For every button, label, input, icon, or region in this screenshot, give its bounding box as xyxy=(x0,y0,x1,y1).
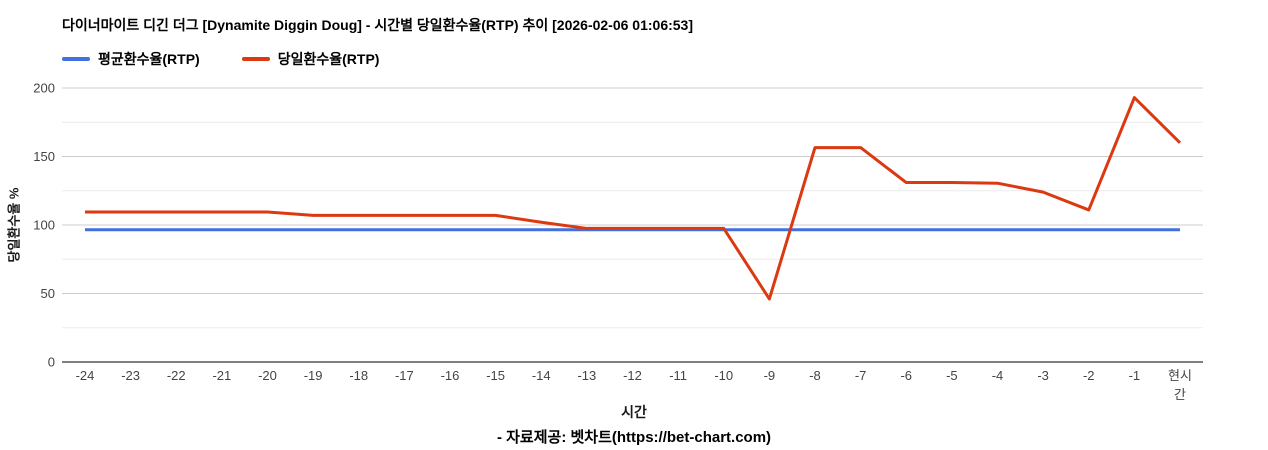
x-tick-label: -24 xyxy=(76,368,95,383)
y-tick-label: 200 xyxy=(33,81,55,96)
legend-average-line-swatch xyxy=(62,57,90,61)
y-tick-label: 50 xyxy=(41,286,55,301)
x-tick-label: -8 xyxy=(809,368,821,383)
legend-label-daily-rtp: 당일환수율(RTP) xyxy=(277,51,380,67)
x-tick-label: -6 xyxy=(900,368,912,383)
x-tick-label: -15 xyxy=(486,368,505,383)
legend-daily-line-swatch xyxy=(241,57,270,61)
x-tick-label: -20 xyxy=(258,368,277,383)
legend-item-average-rtp: 평균환수율(RTP) xyxy=(62,49,200,69)
legend-label-average-rtp: 평균환수율(RTP) xyxy=(98,51,200,67)
x-axis-title: 시간 xyxy=(621,404,647,420)
x-tick-label: -13 xyxy=(577,368,596,383)
chart-title: 다이너마이트 디긴 더그 [Dynamite Diggin Doug] - 시간… xyxy=(62,17,694,33)
x-tick-label: -18 xyxy=(349,368,368,383)
y-tick-label: 100 xyxy=(33,218,55,233)
x-tick-label: -5 xyxy=(946,368,958,383)
daily-rtp-line xyxy=(85,96,1182,301)
x-tick-label: -14 xyxy=(532,368,551,383)
legend: 평균환수율(RTP) 당일환수율(RTP) xyxy=(62,49,379,69)
x-tick-label: -10 xyxy=(714,368,733,383)
x-tick-label: -11 xyxy=(669,368,687,383)
x-tick-label: -17 xyxy=(395,368,414,383)
x-tick-label: -4 xyxy=(992,368,1004,383)
legend-item-daily-rtp: 당일환수율(RTP) xyxy=(241,49,380,69)
x-tick-label: -23 xyxy=(121,368,140,383)
x-tick-label: -7 xyxy=(855,368,867,383)
x-tick-label: -2 xyxy=(1083,368,1095,383)
x-tick-label: 현시 xyxy=(1168,368,1192,383)
y-tick-label: 0 xyxy=(48,355,55,370)
x-tick-label: -22 xyxy=(167,368,186,383)
x-tick-label: -1 xyxy=(1129,368,1141,383)
x-tick-label: -9 xyxy=(764,368,776,383)
x-tick-label: 간 xyxy=(1174,387,1186,402)
x-tick-label: -21 xyxy=(212,368,231,383)
y-tick-label: 150 xyxy=(33,149,55,164)
x-tick-label: -12 xyxy=(623,368,642,383)
x-tick-label: -19 xyxy=(304,368,323,383)
footer-credit: - 자료제공: 벳차트(https://bet-chart.com) xyxy=(496,429,772,446)
x-tick-label: -16 xyxy=(441,368,460,383)
x-tick-label: -3 xyxy=(1037,368,1049,383)
